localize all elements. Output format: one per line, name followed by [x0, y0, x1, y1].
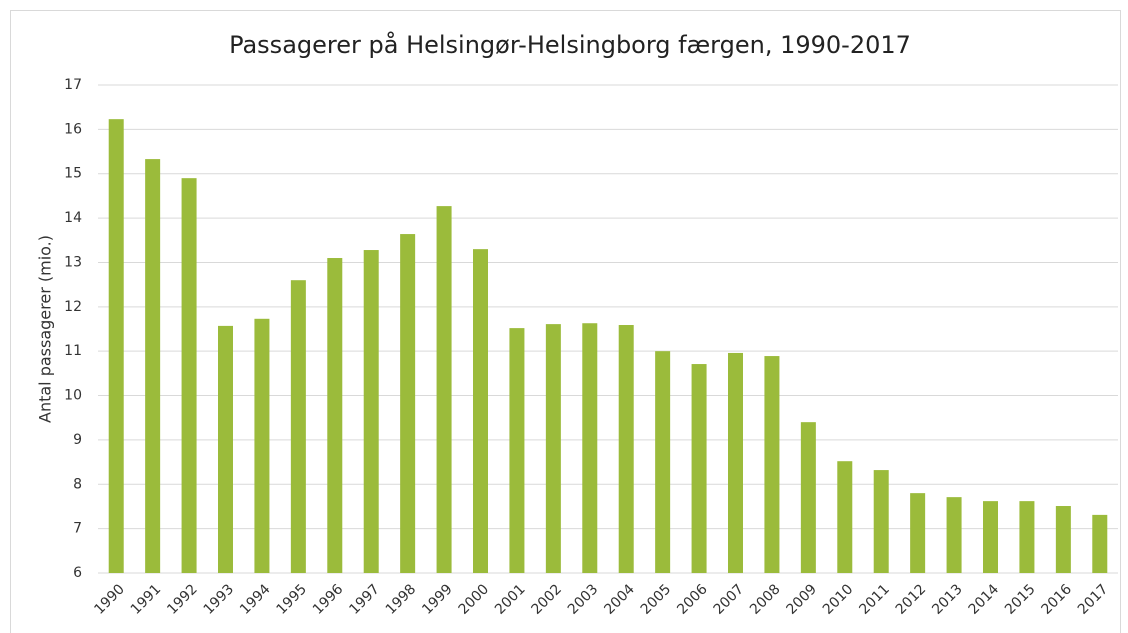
x-tick-label: 2014: [966, 581, 1003, 618]
x-tick-label: 2009: [783, 581, 820, 618]
x-tick-label: 2017: [1075, 581, 1112, 618]
x-tick-label: 2012: [893, 581, 930, 618]
bar: [800, 422, 816, 573]
y-tick-label: 13: [64, 254, 82, 270]
y-tick-label: 7: [73, 521, 82, 537]
y-tick-label: 12: [64, 299, 82, 315]
x-tick-label: 2011: [856, 581, 893, 618]
bar: [363, 250, 379, 574]
bar: [873, 470, 889, 573]
bar: [290, 280, 306, 573]
chart-border: [10, 10, 1121, 633]
x-tick-label: 2004: [601, 581, 638, 618]
x-tick-label: 2016: [1038, 581, 1075, 618]
y-tick-label: 14: [64, 210, 82, 226]
x-tick-label: 1998: [383, 581, 420, 618]
x-tick-label: 1997: [346, 581, 383, 618]
x-tick-label: 2007: [711, 581, 748, 618]
bar: [837, 461, 853, 573]
x-tick-label: 2015: [1002, 581, 1039, 618]
bar: [327, 258, 343, 573]
x-tick-label: 2006: [674, 581, 711, 618]
bar: [1019, 501, 1035, 573]
y-tick-label: 9: [73, 432, 82, 448]
x-tick-label: 2010: [820, 581, 857, 618]
x-tick-label: 1999: [419, 581, 456, 618]
y-axis-label: Antal passagerer (mio.): [36, 235, 55, 423]
bar: [582, 323, 598, 573]
x-tick-label: 2002: [528, 581, 565, 618]
bar: [946, 497, 962, 573]
bar: [983, 501, 998, 573]
bar: [400, 234, 416, 573]
x-tick-label: 2003: [565, 581, 602, 618]
y-tick-label: 15: [64, 166, 82, 182]
bar: [691, 364, 707, 573]
bar: [764, 356, 780, 573]
x-tick-label: 2008: [747, 581, 784, 618]
y-tick-label: 16: [64, 121, 82, 137]
bar: [1055, 506, 1071, 573]
bar: [254, 318, 270, 573]
y-tick-label: 8: [73, 476, 82, 492]
bar: [145, 159, 161, 573]
y-tick-label: 6: [73, 565, 82, 581]
chart-title: Passagerer på Helsingør-Helsingborg færg…: [229, 30, 911, 59]
bar: [108, 119, 124, 573]
x-tick-label: 1991: [128, 581, 165, 618]
x-tick-label: 1992: [164, 581, 201, 618]
bar: [181, 178, 197, 573]
bar: [473, 249, 488, 574]
y-tick-label: 11: [64, 343, 82, 359]
bar: [545, 324, 561, 573]
x-tick-label: 2001: [492, 581, 529, 618]
x-tick-label: 1996: [310, 581, 347, 618]
bar: [218, 325, 233, 573]
y-tick-label: 17: [64, 77, 82, 93]
bar: [910, 493, 926, 573]
bar: [618, 325, 634, 573]
x-tick-label: 2000: [456, 581, 493, 618]
x-tick-label: 1993: [201, 581, 238, 618]
bar: [509, 328, 525, 573]
bar: [436, 206, 452, 573]
x-tick-label: 1994: [237, 581, 274, 618]
x-tick-label: 2013: [929, 581, 966, 618]
x-tick-label: 1990: [91, 581, 128, 618]
x-tick-label: 2005: [638, 581, 675, 618]
bar: [655, 351, 671, 573]
y-tick-label: 10: [64, 388, 82, 404]
x-tick-label: 1995: [273, 581, 310, 618]
bar: [728, 352, 743, 573]
bar: [1092, 514, 1108, 573]
